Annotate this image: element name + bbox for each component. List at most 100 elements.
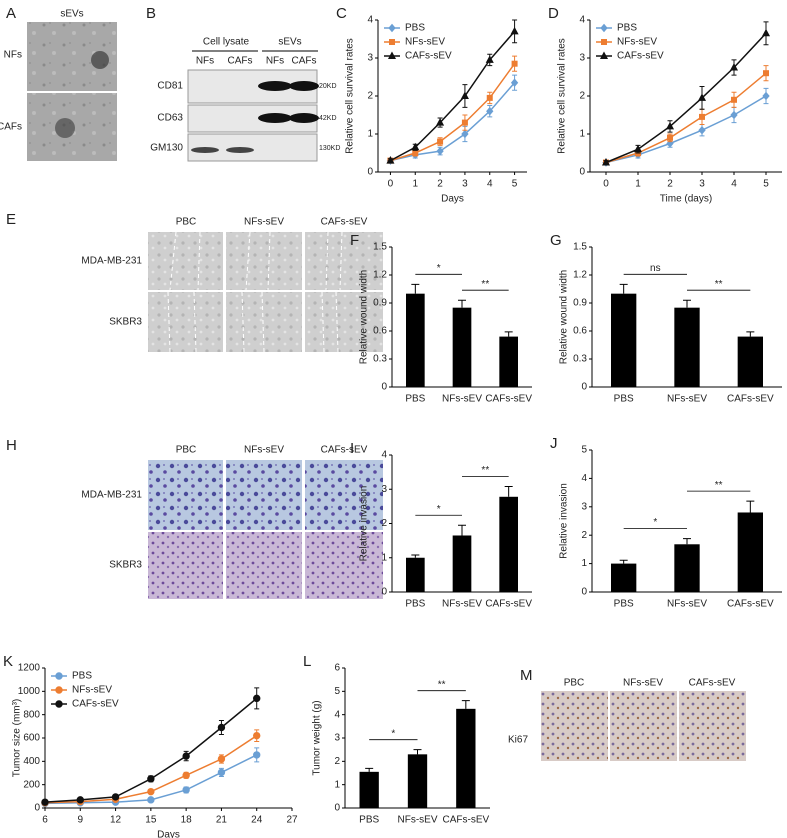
y-axis-label: Relative wound width	[559, 270, 570, 365]
row-label: SKBR3	[109, 317, 142, 328]
y-tick-label: 2	[334, 756, 340, 767]
marker	[217, 755, 226, 763]
column-label: PBC	[176, 445, 197, 456]
y-axis-label: Relative invasion	[359, 486, 370, 562]
y-tick-label: 3	[334, 733, 340, 744]
y-tick-label: 1.2	[573, 270, 587, 281]
x-tick-label: CAFs-sEV	[485, 599, 532, 610]
error-bar	[683, 299, 691, 308]
band	[258, 113, 292, 123]
x-tick-label: 9	[78, 815, 84, 826]
y-tick-label: 5	[581, 445, 587, 456]
marker	[253, 751, 261, 759]
error-bar	[504, 331, 513, 337]
y-tick-label: 3	[381, 484, 387, 495]
series-line	[390, 82, 516, 162]
legend-label: CAFs-sEV	[72, 699, 119, 710]
lane-label: NFs	[266, 56, 284, 67]
column-label: PBC	[564, 678, 585, 689]
wound-images	[148, 232, 383, 352]
significance-label: *	[391, 728, 395, 739]
marker	[731, 96, 737, 103]
size-label: 20KD	[319, 83, 337, 90]
y-tick-label: 4	[581, 473, 587, 484]
row-label: NFs	[4, 50, 22, 61]
bar	[452, 535, 472, 592]
marker	[386, 156, 395, 164]
y-tick-label: 2	[579, 91, 585, 102]
error-bar	[746, 500, 755, 513]
series-line	[605, 95, 767, 164]
column-label: NFs-sEV	[244, 217, 284, 228]
x-tick-label: PBS	[614, 394, 634, 405]
y-axis-label: Relative wound width	[359, 270, 370, 365]
marker	[510, 78, 519, 87]
legend-label: PBS	[405, 23, 425, 34]
marker	[217, 723, 226, 732]
y-axis-label: Tumor weight (g)	[312, 700, 323, 775]
marker	[510, 26, 519, 35]
bar	[611, 293, 637, 387]
panel-letter: L	[303, 653, 311, 670]
significance-label: *	[437, 504, 441, 515]
x-tick-label: NFs-sEV	[667, 394, 707, 405]
y-tick-label: 4	[334, 709, 340, 720]
marker	[485, 55, 494, 63]
y-tick-label: 1	[581, 558, 587, 569]
size-label: 42KD	[319, 115, 337, 122]
marker	[147, 796, 155, 804]
invasion-images	[148, 460, 383, 599]
marker	[111, 793, 120, 801]
band	[258, 81, 292, 91]
y-tick-label: 3	[579, 53, 585, 64]
marker	[601, 157, 611, 166]
error-bar	[458, 524, 466, 536]
legend-marker	[55, 672, 63, 680]
row-label: MDA-MB-231	[81, 490, 142, 501]
marker	[253, 731, 261, 740]
y-tick-label: 200	[23, 779, 40, 790]
marker	[182, 771, 190, 780]
lane-label: NFs	[196, 56, 214, 67]
bar	[674, 307, 700, 387]
marker	[667, 134, 673, 141]
marker	[182, 752, 190, 760]
y-tick-label: 4	[367, 15, 373, 26]
marker	[460, 91, 469, 99]
legend-marker	[388, 23, 396, 33]
x-tick-label: PBS	[405, 599, 425, 610]
x-axis-label: Time (days)	[660, 194, 712, 205]
column-label: CAFs-sEV	[321, 217, 368, 228]
y-tick-label: 1.2	[373, 270, 387, 281]
lane-label: CAFs	[292, 56, 317, 67]
y-tick-label: 3	[581, 501, 587, 512]
legend-marker	[601, 39, 607, 45]
x-tick-label: 2	[437, 179, 443, 190]
legend-marker	[55, 686, 63, 694]
y-tick-label: 400	[23, 756, 40, 767]
marker	[436, 146, 444, 156]
legend-label: PBS	[72, 671, 92, 682]
y-axis-label: Relative cell survival rates	[557, 38, 568, 154]
y-tick-label: 1	[579, 129, 585, 140]
marker	[76, 796, 84, 804]
marker	[461, 129, 469, 139]
y-tick-label: 0	[34, 803, 40, 814]
panel-letter: A	[6, 5, 16, 22]
y-tick-label: 0	[334, 803, 340, 814]
series-line	[605, 32, 767, 164]
y-tick-label: 0.9	[373, 298, 387, 309]
row-label: CD81	[157, 81, 183, 92]
series-line	[44, 697, 258, 803]
y-tick-label: 0.6	[373, 326, 387, 337]
y-tick-label: 1	[381, 552, 387, 563]
marker	[511, 60, 518, 67]
error-bar	[411, 554, 420, 558]
y-tick-label: 1.5	[373, 242, 387, 253]
y-tick-label: 6	[334, 663, 340, 674]
marker	[182, 786, 190, 794]
x-tick-label: 24	[251, 815, 263, 826]
legend-marker	[387, 51, 397, 59]
band	[191, 147, 219, 153]
